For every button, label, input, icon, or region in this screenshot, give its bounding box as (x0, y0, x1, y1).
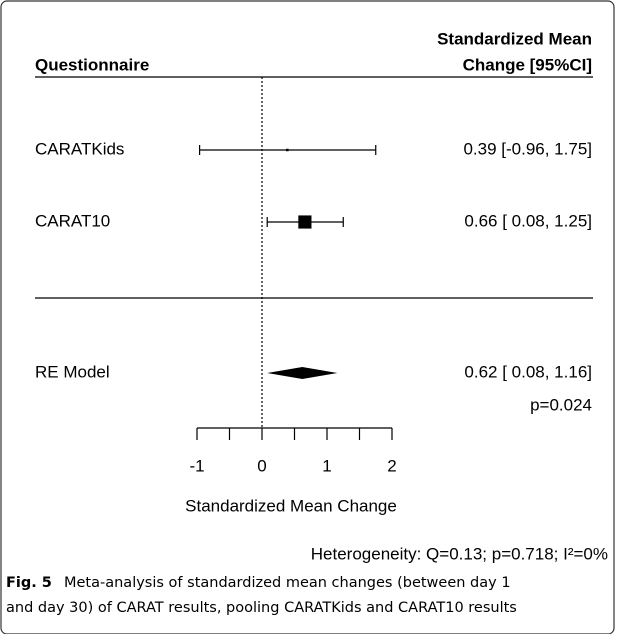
caption-label: Fig. 5 (6, 575, 52, 591)
estimate-box (286, 148, 289, 152)
x-tick-label: 1 (322, 456, 331, 475)
study-name: CARATKids (35, 139, 124, 158)
x-tick-label: 2 (387, 456, 396, 475)
heterogeneity: Heterogeneity: Q=0.13; p=0.718; I²=0% (311, 544, 608, 563)
frame (0, 0, 615, 635)
summary-p: p=0.024 (530, 395, 592, 414)
study-name: CARAT10 (35, 211, 110, 230)
x-axis-label: Standardized Mean Change (185, 496, 397, 515)
column-header: Change [95%CI] (463, 55, 592, 74)
estimate-box (298, 215, 312, 229)
summary-name: RE Model (35, 362, 110, 381)
caption: Meta-analysis of standardized mean chang… (64, 575, 511, 591)
study-ci-label: 0.66 [ 0.08, 1.25] (464, 211, 592, 230)
summary-ci-label: 0.62 [ 0.08, 1.16] (464, 362, 592, 381)
x-tick-label: -1 (189, 456, 204, 475)
column-header: Standardized Mean (437, 29, 592, 48)
study-ci-label: 0.39 [-0.96, 1.75] (463, 139, 592, 158)
summary-diamond (267, 367, 338, 379)
x-tick-label: 0 (257, 456, 266, 475)
caption: and day 30) of CARAT results, pooling CA… (6, 600, 517, 616)
column-header: Questionnaire (35, 55, 149, 74)
